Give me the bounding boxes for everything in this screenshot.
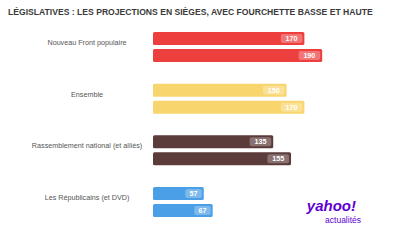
bar — [153, 101, 304, 114]
data-label-box — [299, 51, 321, 60]
bar — [153, 152, 291, 165]
chart-svg: LÉGISLATIVES : LES PROJECTIONS EN SIÈGES… — [0, 0, 400, 228]
chart-container: LÉGISLATIVES : LES PROJECTIONS EN SIÈGES… — [0, 0, 400, 228]
category-label: Ensemble — [71, 90, 103, 99]
logo-text: yahoo! — [306, 197, 356, 214]
category-label: Rassemblement national (et alliés) — [32, 141, 142, 150]
bar — [153, 49, 322, 62]
data-label-box — [281, 34, 303, 43]
bar — [153, 84, 287, 97]
data-label-box — [263, 86, 285, 95]
data-label: 150 — [268, 86, 280, 95]
data-label-box — [185, 189, 201, 198]
data-label-box — [267, 154, 289, 163]
chart-title: LÉGISLATIVES : LES PROJECTIONS EN SIÈGES… — [8, 7, 373, 17]
data-labels: 170 190 150 170 135 155 5767 — [185, 34, 320, 215]
data-label: 67 — [198, 206, 206, 215]
data-label: 170 — [286, 34, 298, 43]
data-label-box — [194, 206, 210, 215]
data-label-box — [250, 137, 272, 146]
category-label: Les Républicains (et DVD) — [45, 193, 130, 202]
data-label: 135 — [254, 137, 266, 146]
bar — [153, 135, 273, 148]
data-label: 57 — [190, 189, 198, 198]
data-label: 170 — [286, 103, 298, 112]
bar — [153, 204, 213, 217]
bar — [153, 32, 304, 45]
logo-subtext: actualités — [325, 215, 361, 225]
category-label: Nouveau Front populaire — [47, 38, 126, 47]
bar — [153, 187, 204, 200]
data-label: 190 — [303, 51, 315, 60]
category-labels: Nouveau Front populaire Ensemble Rassemble… — [32, 38, 142, 202]
data-label-box — [281, 103, 303, 112]
data-label: 155 — [272, 154, 284, 163]
bars — [153, 32, 322, 217]
